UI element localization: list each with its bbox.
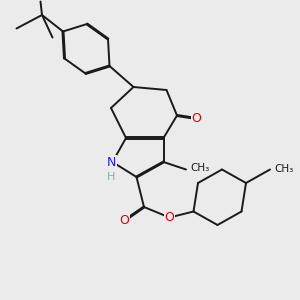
Text: H: H	[107, 172, 115, 182]
Text: O: O	[165, 211, 174, 224]
Text: CH₃: CH₃	[190, 163, 210, 173]
Text: CH₃: CH₃	[274, 164, 294, 175]
Text: O: O	[120, 214, 129, 227]
Text: O: O	[192, 112, 201, 125]
Text: N: N	[106, 155, 116, 169]
